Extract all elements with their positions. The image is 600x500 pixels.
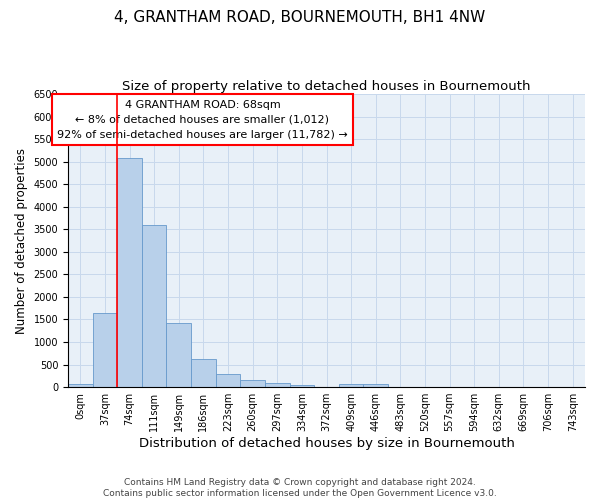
Bar [241, 380, 265, 387]
Bar [68, 384, 92, 387]
Text: Contains HM Land Registry data © Crown copyright and database right 2024.
Contai: Contains HM Land Registry data © Crown c… [103, 478, 497, 498]
Bar [166, 323, 191, 387]
Text: 4, GRANTHAM ROAD, BOURNEMOUTH, BH1 4NW: 4, GRANTHAM ROAD, BOURNEMOUTH, BH1 4NW [115, 10, 485, 25]
Bar [216, 374, 241, 387]
Y-axis label: Number of detached properties: Number of detached properties [15, 148, 28, 334]
X-axis label: Distribution of detached houses by size in Bournemouth: Distribution of detached houses by size … [139, 437, 514, 450]
Bar [142, 225, 166, 387]
Bar [92, 312, 117, 387]
Bar [191, 359, 216, 387]
Bar [265, 383, 290, 387]
Title: Size of property relative to detached houses in Bournemouth: Size of property relative to detached ho… [122, 80, 531, 93]
Bar [364, 384, 388, 387]
Bar [117, 158, 142, 387]
Bar [290, 384, 314, 387]
Text: 4 GRANTHAM ROAD: 68sqm
← 8% of detached houses are smaller (1,012)
92% of semi-d: 4 GRANTHAM ROAD: 68sqm ← 8% of detached … [57, 100, 348, 140]
Bar [339, 384, 364, 387]
